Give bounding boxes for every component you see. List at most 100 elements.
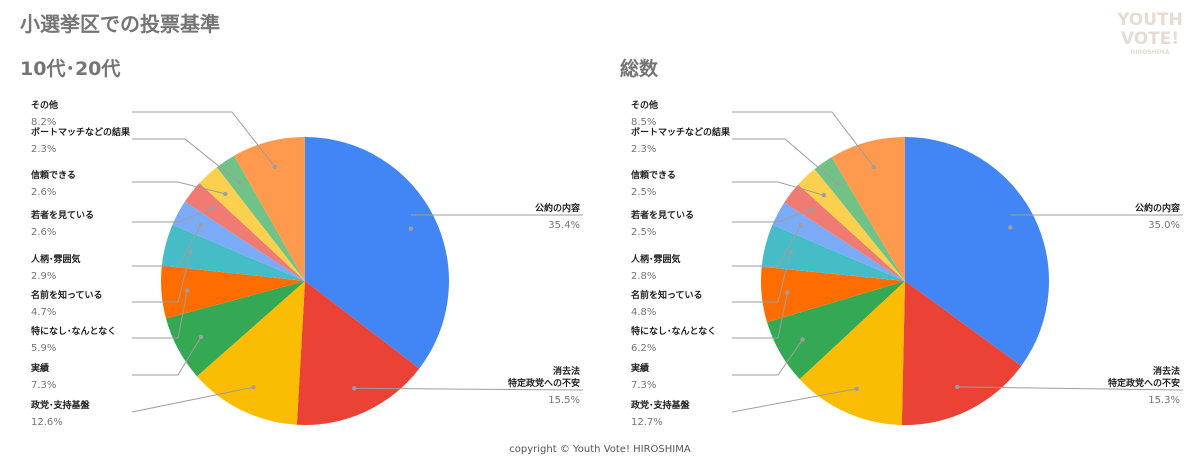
slice-label-7: 若者を見ている (30, 209, 94, 221)
pie-slice-4 (761, 266, 905, 323)
pie-slice-3 (165, 281, 305, 377)
slice-value-7: 2.6% (31, 227, 56, 238)
slice-value-6: 2.9% (31, 271, 56, 282)
pie-slice-1 (901, 281, 1022, 426)
leader-line-2 (731, 388, 857, 413)
slice-value-1: 15.3% (1148, 395, 1180, 406)
pie-slice-2 (196, 281, 305, 425)
slice-label-10: その他 (31, 99, 58, 111)
leader-dot-3 (198, 334, 204, 340)
leader-line-1 (957, 386, 1184, 391)
slice-label-9: ボートマッチなどの結果 (631, 126, 731, 138)
slice-label-0: 公約の内容 (1135, 202, 1180, 214)
slice-value-9: 2.3% (631, 144, 656, 155)
slice-value-4: 5.9% (31, 343, 56, 354)
pie-chart-total: その他 8.5%ボートマッチなどの結果 2.3% 信頼できる 2.5% 若者を見ている 2.… (630, 99, 1184, 428)
slice-value-2: 12.6% (31, 417, 63, 428)
leader-line-3 (132, 336, 202, 376)
slice-label-10: その他 (631, 99, 658, 111)
slice-value-0: 35.4% (548, 220, 580, 231)
slice-label-2: 政党･支持基盤 (31, 399, 91, 411)
slice-value-6: 2.8% (631, 271, 656, 282)
slice-label-4: 特になし･なんとなく (31, 325, 116, 337)
pie-slice-7 (784, 184, 905, 281)
slice-label-9: ボートマッチなどの結果 (31, 126, 131, 138)
leader-line-4 (732, 292, 788, 339)
leader-line-8 (732, 181, 824, 196)
slice-label-3: 実績 (31, 362, 49, 374)
slice-value-1: 15.5% (548, 395, 580, 406)
slice-label-0: 公約の内容 (535, 202, 580, 214)
slice-value-10: 8.2% (31, 117, 56, 128)
pie-slice-10 (831, 137, 905, 281)
slice-label-6: 人柄･雰囲気 (30, 253, 81, 265)
slice-label-2: 政党･支持基盤 (631, 399, 691, 411)
slice-label-8: 信頼できる (631, 169, 676, 181)
slice-label-7: 若者を見ている (630, 209, 694, 221)
leader-line-10 (132, 111, 276, 168)
slice-label-1: 消去法 (1153, 365, 1180, 377)
chart-title-total: 総数 (620, 58, 659, 80)
slice-value-10: 8.5% (631, 117, 656, 128)
pie-slice-2 (799, 281, 905, 425)
page-title: 小選挙区での投票基準 (20, 12, 220, 36)
leader-dot-7 (809, 206, 814, 212)
chart-title-youth: 10代･20代 (20, 58, 121, 80)
copyright-text: copyright © Youth Vote! HIROSHIMA (509, 444, 691, 455)
slice-label-8: 信頼できる (31, 169, 76, 181)
leader-dot-1 (955, 384, 960, 390)
pie-slice-4 (161, 265, 305, 319)
slice-label-5: 名前を知っている (631, 289, 703, 301)
leader-line-5 (732, 251, 792, 303)
slice-value-4: 6.2% (631, 343, 656, 354)
leader-line-7 (132, 207, 213, 223)
slice-label-6: 人柄･雰囲気 (630, 253, 681, 265)
slice-label-4: 特になし･なんとなく (631, 325, 716, 337)
pie-slice-5 (161, 224, 305, 281)
pie-slice-9 (814, 157, 905, 281)
leader-line-5 (132, 251, 192, 303)
slice-value-8: 2.5% (631, 187, 656, 198)
pie-slice-7 (184, 183, 305, 281)
slice-label-1: 特定政党への不安 (508, 377, 580, 389)
leader-line-6 (732, 225, 802, 267)
leader-line-3 (732, 339, 804, 376)
pie-slice-10 (234, 137, 305, 281)
leader-line-10 (732, 111, 875, 168)
slice-value-9: 2.3% (31, 144, 56, 155)
leader-line-6 (132, 224, 202, 267)
slice-value-3: 7.3% (631, 380, 656, 391)
slice-label-1: 特定政党への不安 (1108, 377, 1180, 389)
logo-line-2: VOTE! (1121, 29, 1179, 49)
pie-slice-3 (767, 281, 905, 380)
leader-line-4 (132, 290, 188, 339)
slice-value-0: 35.0% (1148, 220, 1180, 231)
slice-value-8: 2.6% (31, 187, 56, 198)
pie-slice-6 (772, 202, 905, 281)
slice-value-5: 4.8% (631, 307, 656, 318)
leader-line-8 (132, 181, 226, 195)
slice-value-5: 4.7% (31, 307, 56, 318)
leader-line-1 (354, 387, 584, 391)
pie-slice-6 (172, 201, 305, 281)
slice-value-7: 2.5% (631, 227, 656, 238)
leader-line-7 (732, 208, 812, 223)
leader-line-9 (132, 138, 240, 184)
pie-slice-5 (761, 224, 905, 281)
leader-dot-0 (408, 226, 414, 231)
leader-dot-0 (1008, 225, 1013, 230)
slice-label-3: 実績 (631, 362, 649, 374)
slice-value-2: 12.7% (631, 417, 663, 428)
slice-value-3: 7.3% (31, 380, 56, 391)
pie-slice-9 (216, 155, 305, 281)
pie-slice-0 (905, 137, 1050, 366)
pie-chart-youth: その他 8.2%ボートマッチなどの結果 2.3% 信頼できる 2.6% 若者を見ている 2.… (30, 99, 584, 428)
logo-line-3: HIROSHIMA (1130, 49, 1170, 56)
leader-line-9 (732, 138, 839, 185)
leader-line-2 (131, 386, 254, 413)
slice-label-1: 消去法 (553, 365, 580, 377)
logo-line-1: YOUTH (1116, 10, 1183, 30)
pie-slice-0 (305, 137, 449, 369)
slice-label-5: 名前を知っている (31, 289, 103, 301)
youth-vote-logo: YOUTH VOTE! HIROSHIMA (1116, 10, 1183, 56)
